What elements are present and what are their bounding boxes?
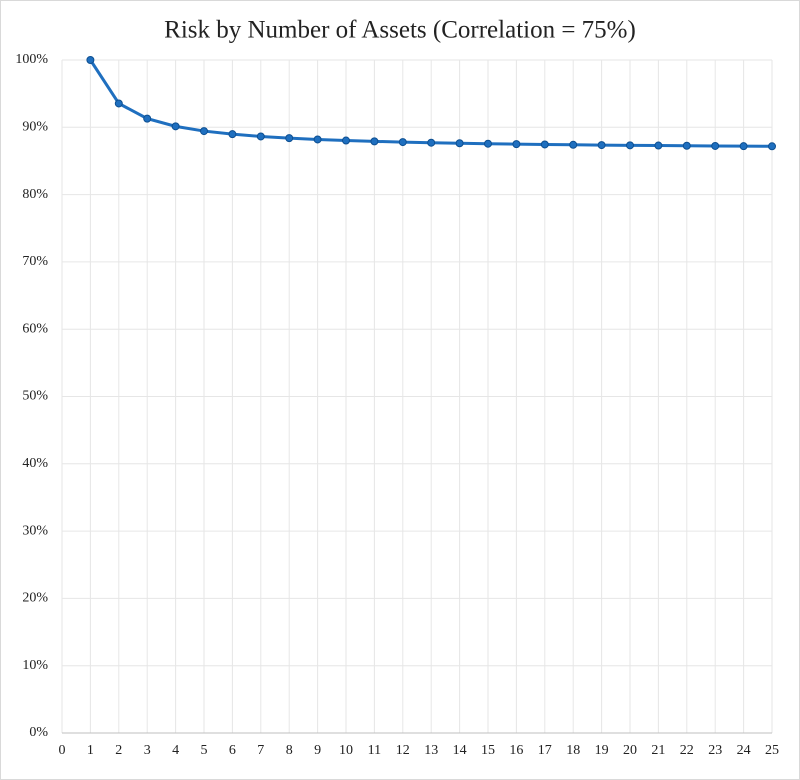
x-tick-label: 21 (651, 743, 665, 758)
x-tick-label: 14 (453, 743, 467, 758)
point (540, 140, 549, 149)
y-tick-label: 80% (22, 187, 48, 202)
x-tick-label: 0 (59, 743, 66, 758)
point (342, 136, 350, 145)
y-tick-label: 70% (22, 254, 48, 269)
x-tick-label: 11 (368, 743, 381, 758)
x-tick-label: 17 (538, 743, 552, 758)
x-tick-label: 3 (144, 743, 151, 758)
x-tick-label: 24 (737, 743, 751, 758)
point (768, 142, 776, 151)
x-tick-label: 16 (509, 743, 523, 758)
point (398, 138, 407, 147)
x-tick-label: 6 (229, 743, 236, 758)
point (569, 140, 578, 149)
point (200, 127, 208, 136)
point (171, 122, 180, 131)
x-tick-label: 7 (257, 743, 264, 758)
x-tick-label: 1 (87, 743, 94, 758)
y-tick-label: 40% (22, 456, 48, 471)
x-tick-label: 15 (481, 743, 495, 758)
point (256, 132, 265, 141)
point (682, 141, 691, 150)
point (626, 141, 634, 150)
point (285, 134, 294, 143)
x-tick-label: 8 (286, 743, 293, 758)
x-tick-label: 5 (201, 743, 208, 758)
y-tick-label: 20% (22, 591, 48, 606)
point (143, 114, 152, 123)
y-tick-label: 60% (22, 321, 48, 336)
point (512, 140, 521, 149)
point (739, 142, 748, 151)
point (86, 56, 95, 64)
x-tick-label: 10 (339, 743, 353, 758)
x-tick-label: 19 (595, 743, 609, 758)
x-tick-label: 12 (396, 743, 410, 758)
point (597, 141, 606, 150)
point (313, 135, 322, 144)
x-tick-label: 13 (424, 743, 438, 758)
y-tick-label: 10% (22, 658, 48, 673)
point (654, 141, 663, 150)
point (427, 138, 436, 147)
point (455, 139, 464, 148)
x-tick-label: 2 (115, 743, 122, 758)
x-tick-label: 18 (566, 743, 580, 758)
y-tick-label: 30% (22, 523, 48, 538)
y-tick-label: 90% (22, 120, 48, 135)
point (370, 137, 379, 146)
point (711, 141, 720, 150)
y-tick-label: 0% (29, 725, 48, 740)
x-tick-label: 20 (623, 743, 637, 758)
x-tick-label: 22 (680, 743, 694, 758)
x-tick-label: 23 (708, 743, 722, 758)
x-tick-label: 4 (172, 743, 179, 758)
y-tick-label: 100% (15, 52, 48, 67)
point (228, 130, 237, 139)
point (484, 139, 492, 148)
chart-title: Risk by Number of Assets (Correlation = … (164, 17, 636, 44)
x-tick-label: 9 (314, 743, 321, 758)
y-tick-label: 50% (22, 389, 48, 404)
x-tick-label: 25 (765, 743, 779, 758)
point (114, 99, 123, 108)
